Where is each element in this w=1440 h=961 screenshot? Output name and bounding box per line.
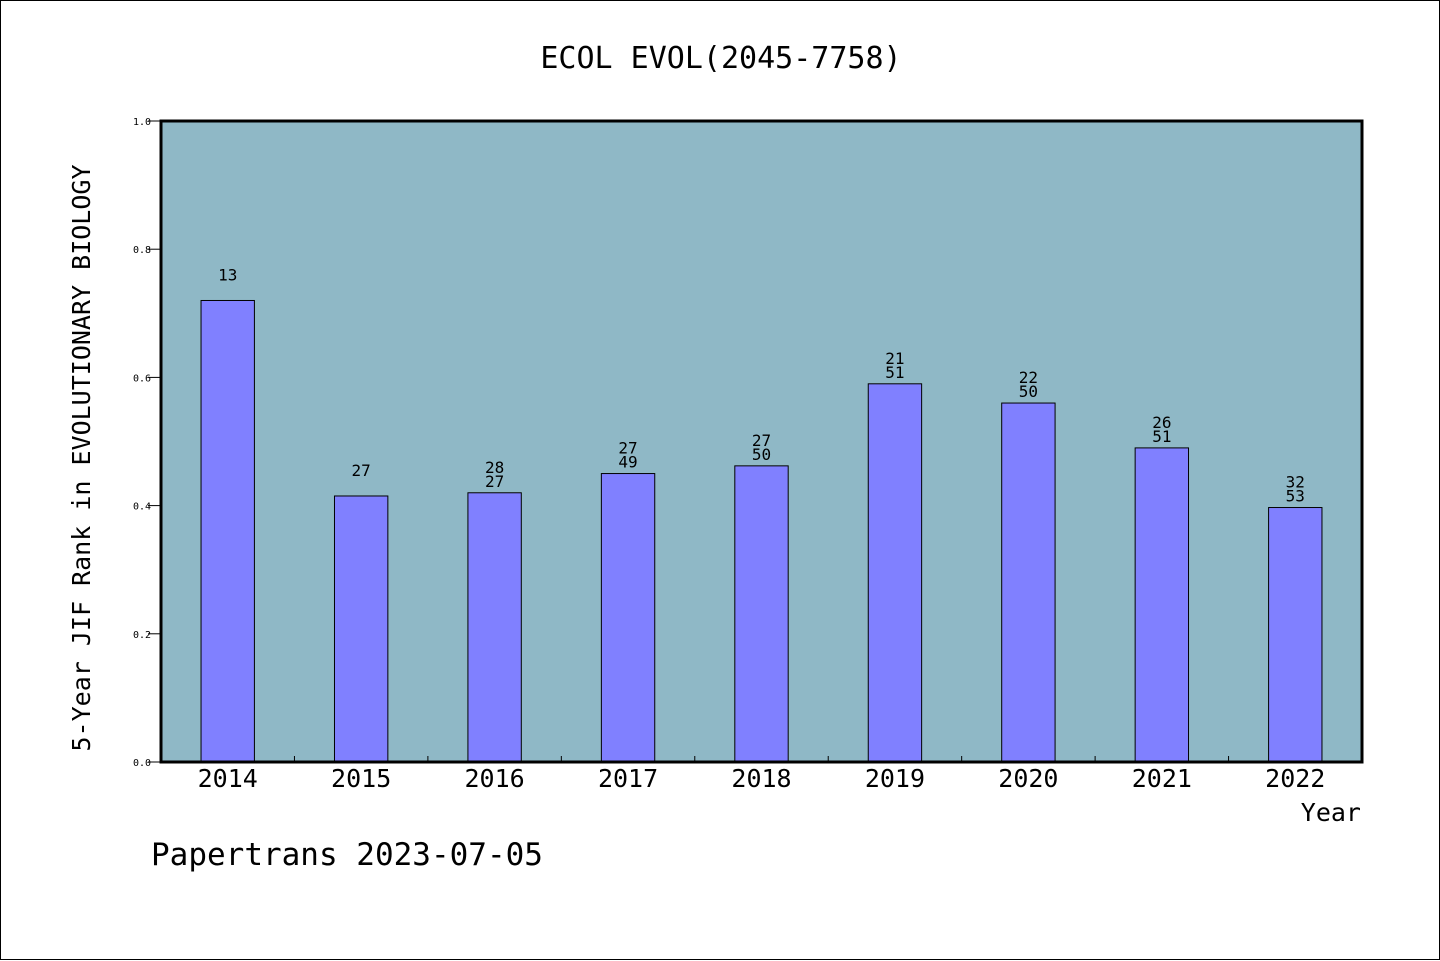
chart-title: ECOL EVOL(2045-7758) <box>540 41 901 76</box>
bar-2016 <box>467 492 522 763</box>
y-tick-label-0.6: 0.6 <box>133 373 151 384</box>
data-label-2020-1: 22 <box>1019 368 1038 387</box>
y-axis-label: 5-Year JIF Rank in EVOLUTIONARY BIOLOGY <box>67 165 96 752</box>
data-label-2021-2: 51 <box>1152 427 1171 446</box>
bar-2014 <box>200 299 255 763</box>
x-tick-label-2021: 2021 <box>1132 764 1192 793</box>
x-tick-label-2020: 2020 <box>998 764 1058 793</box>
x-axis: 2014 2015 2016 2017 2018 2019 2020 2021 2022 <box>198 756 1325 793</box>
data-label-2014-1: 13 <box>218 265 237 284</box>
bar-2022 <box>1268 507 1323 763</box>
data-label-2022-2: 53 <box>1286 487 1305 506</box>
data-label-2015-1: 27 <box>352 461 371 480</box>
x-axis-label: Year <box>1301 798 1361 827</box>
y-tick-label-1.0: 1.0 <box>133 117 151 128</box>
x-tick-label-2015: 2015 <box>331 764 391 793</box>
data-label-2017-1: 27 <box>618 439 637 458</box>
y-axis: 0.0 0.2 0.4 0.6 0.8 1.0 <box>133 117 161 769</box>
bars-group <box>200 299 1323 763</box>
x-tick-label-2019: 2019 <box>865 764 925 793</box>
x-tick-label-2017: 2017 <box>598 764 658 793</box>
bar-2020 <box>1001 402 1056 763</box>
bar-2015 <box>333 495 389 763</box>
data-label-2021-1: 26 <box>1152 413 1171 432</box>
x-tick-label-2014: 2014 <box>198 764 258 793</box>
data-label-2016-2: 27 <box>485 472 504 491</box>
bar-2017 <box>600 473 656 763</box>
data-label-2020-2: 50 <box>1019 382 1038 401</box>
y-tick-label-0.0: 0.0 <box>133 758 151 769</box>
y-tick-label-0.2: 0.2 <box>133 630 151 641</box>
x-tick-label-2018: 2018 <box>731 764 791 793</box>
x-tick-label-2016: 2016 <box>465 764 525 793</box>
data-label-2018-1: 27 <box>752 431 771 450</box>
y-tick-label-0.8: 0.8 <box>133 245 151 256</box>
plot-frame <box>159 119 1364 764</box>
footer-note: Papertrans 2023-07-05 <box>151 837 543 873</box>
y-tick-label-0.4: 0.4 <box>133 502 151 513</box>
x-tick-label-2022: 2022 <box>1265 764 1325 793</box>
data-label-2019-1: 21 <box>885 349 904 368</box>
bar-2019 <box>867 383 923 763</box>
data-label-2016-1: 28 <box>485 458 504 477</box>
bar-2021 <box>1134 447 1190 763</box>
data-label-2017-2: 49 <box>618 453 637 472</box>
bar-2018 <box>734 465 789 763</box>
data-label-2022-1: 32 <box>1286 473 1305 492</box>
data-label-2018-2: 50 <box>752 445 771 464</box>
data-label-2019-2: 51 <box>885 363 904 382</box>
